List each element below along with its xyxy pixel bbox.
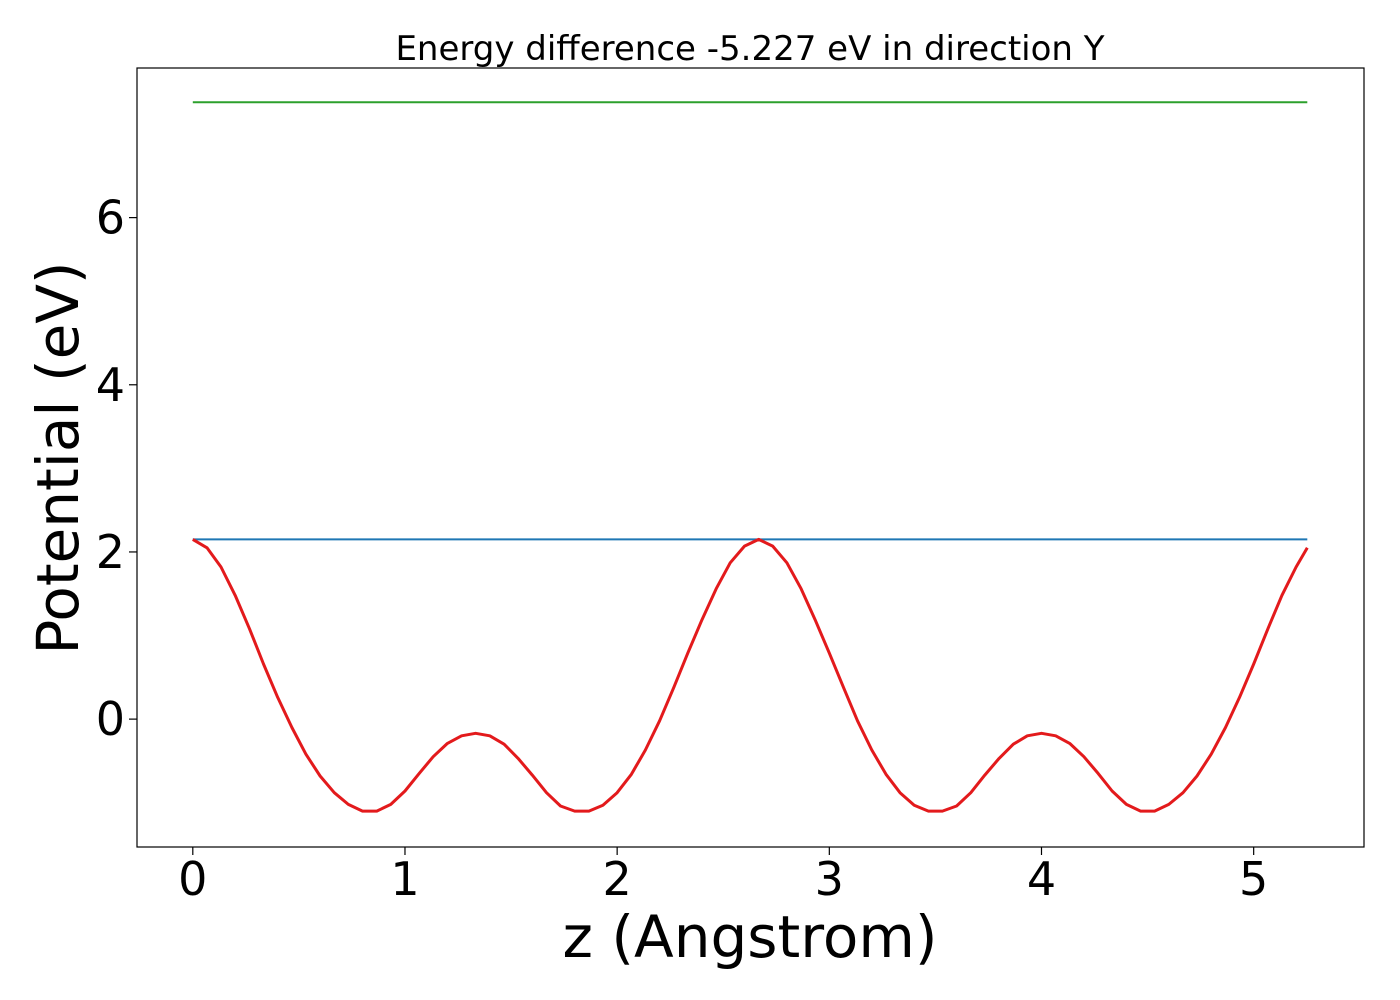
y-tick-label: 0 [96,692,125,746]
x-tick-label: 2 [603,852,632,906]
y-tick-label: 2 [96,525,125,579]
chart-title: Energy difference -5.227 eV in direction… [395,29,1104,69]
y-tick-label: 4 [96,358,125,412]
plot-area [136,67,1365,848]
potential-line [192,537,1309,813]
y-tick-label: 6 [96,191,125,245]
x-axis-label: z (Angstrom) [563,903,938,971]
x-tick-label: 1 [390,852,419,906]
x-tick-label: 0 [178,852,207,906]
x-tick-label: 5 [1239,852,1268,906]
x-tick-label: 3 [815,852,844,906]
x-tick-label: 4 [1027,852,1056,906]
y-axis-label: Potential (eV) [24,261,92,654]
